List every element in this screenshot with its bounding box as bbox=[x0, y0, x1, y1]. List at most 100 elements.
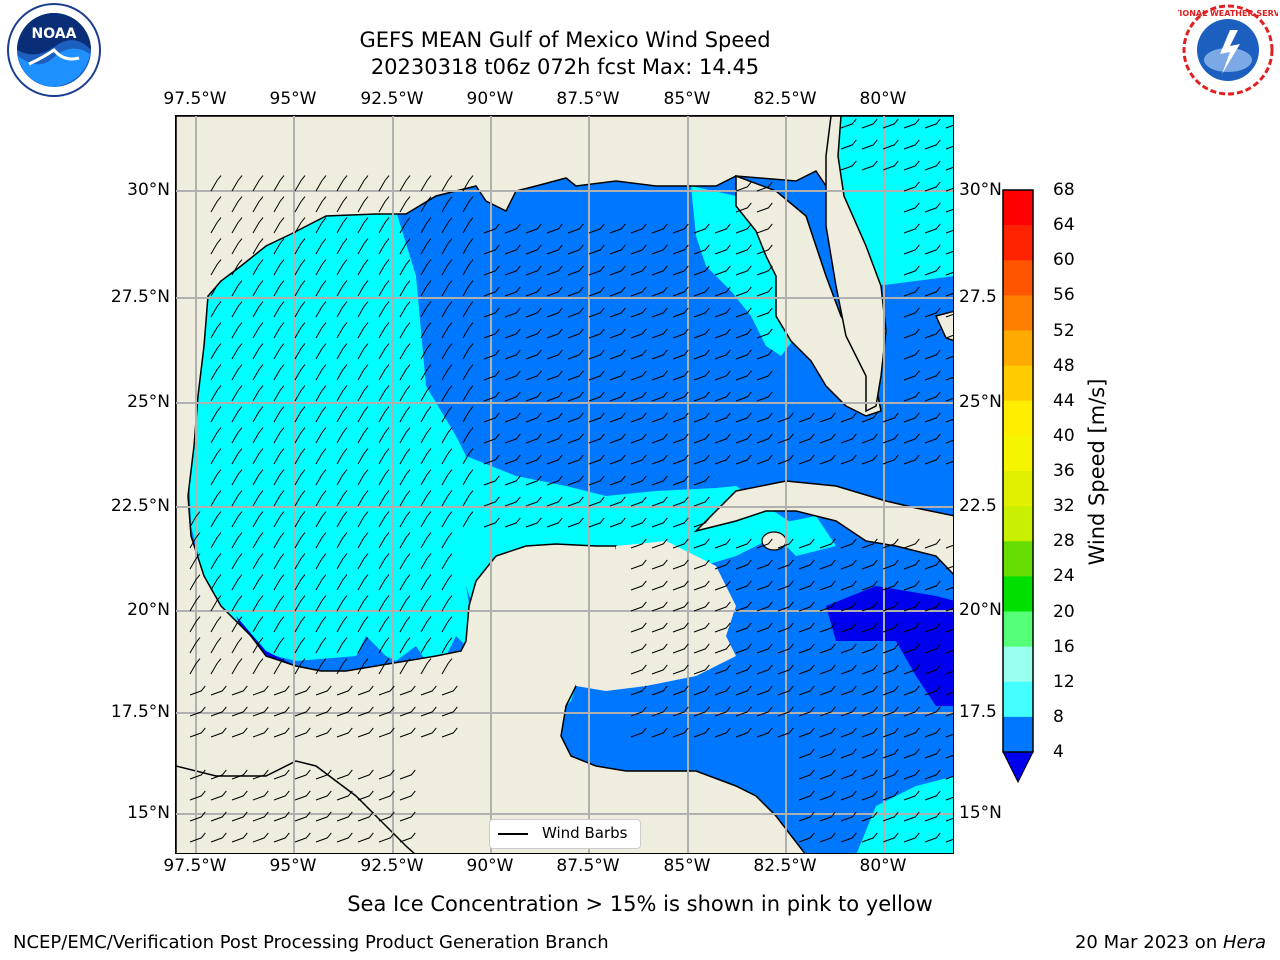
wind-barb bbox=[399, 811, 416, 822]
colorbar-tick: 56 bbox=[1053, 285, 1075, 306]
wind-barb bbox=[357, 448, 369, 465]
wind-barb bbox=[609, 517, 626, 528]
wind-barb bbox=[336, 427, 348, 444]
wind-barb bbox=[336, 238, 348, 255]
wind-barb bbox=[231, 532, 243, 549]
wind-barb bbox=[714, 685, 731, 696]
wind-barb bbox=[945, 691, 953, 696]
wind-barb bbox=[903, 601, 920, 612]
wind-barb bbox=[189, 616, 201, 633]
colorbar-tick: 4 bbox=[1053, 742, 1064, 762]
wind-barb bbox=[609, 412, 626, 423]
wind-barb bbox=[294, 706, 311, 717]
wind-barb bbox=[420, 175, 432, 192]
wind-barb bbox=[588, 307, 605, 318]
wind-barb bbox=[315, 769, 332, 780]
colorbar-segment bbox=[1003, 681, 1033, 718]
wind-barb bbox=[210, 553, 222, 570]
wind-barb bbox=[693, 433, 710, 444]
wind-barb bbox=[252, 259, 264, 276]
wind-barb bbox=[588, 223, 605, 234]
wind-barb bbox=[672, 475, 689, 486]
colorbar-tick: 24 bbox=[1053, 566, 1075, 587]
colorbar-tick: 28 bbox=[1053, 531, 1075, 552]
wind-barb bbox=[252, 490, 264, 507]
wind-barb bbox=[357, 637, 369, 654]
wind-barb bbox=[357, 427, 369, 444]
wind-barb bbox=[945, 145, 953, 150]
wind-barb bbox=[378, 280, 390, 297]
wind-barb bbox=[399, 280, 411, 297]
wind-barb bbox=[378, 448, 390, 465]
wind-barb bbox=[357, 385, 369, 402]
wind-barb bbox=[945, 607, 953, 612]
wind-barb bbox=[273, 727, 290, 738]
lon-label-bottom: 92.5°W bbox=[360, 856, 424, 876]
wind-barb bbox=[273, 175, 285, 192]
wind-barb bbox=[714, 559, 731, 570]
wind-barb bbox=[567, 265, 584, 276]
wind-barb bbox=[924, 580, 941, 591]
wind-barb bbox=[294, 385, 306, 402]
wind-barb bbox=[840, 706, 857, 717]
wind-barb bbox=[735, 286, 752, 297]
wind-barb bbox=[651, 664, 668, 675]
wind-barb bbox=[336, 448, 348, 465]
wind-barb bbox=[924, 139, 941, 150]
wind-barb bbox=[420, 553, 432, 570]
wind-barb bbox=[777, 706, 794, 717]
wind-barb bbox=[231, 175, 243, 192]
wind-barb bbox=[756, 223, 773, 234]
wind-barb bbox=[588, 517, 605, 528]
map-panel bbox=[175, 115, 954, 854]
wind-barb bbox=[903, 559, 920, 570]
wind-barb bbox=[861, 601, 878, 612]
wind-barb bbox=[315, 553, 327, 570]
wind-barb bbox=[210, 685, 227, 696]
wind-barb bbox=[273, 364, 285, 381]
wind-barb bbox=[231, 574, 243, 591]
wind-barb bbox=[504, 412, 521, 423]
wind-barb bbox=[420, 658, 432, 675]
wind-barb bbox=[651, 391, 668, 402]
wind-barb bbox=[525, 370, 542, 381]
wind-barb bbox=[231, 685, 248, 696]
wind-barb bbox=[714, 538, 731, 549]
wind-barb bbox=[798, 580, 815, 591]
wind-barb bbox=[231, 637, 243, 654]
wind-barb bbox=[630, 391, 647, 402]
wind-barb bbox=[420, 685, 437, 696]
wind-barb bbox=[357, 175, 369, 192]
wind-barb bbox=[882, 811, 899, 822]
wind-barb bbox=[546, 433, 563, 444]
wind-barb bbox=[756, 664, 773, 675]
wind-barb bbox=[525, 286, 542, 297]
wind-barb bbox=[840, 118, 857, 129]
wind-barb bbox=[378, 832, 395, 843]
wind-barb bbox=[714, 307, 731, 318]
wind-barb bbox=[735, 181, 752, 192]
wind-barb bbox=[840, 538, 857, 549]
wind-barb bbox=[546, 496, 563, 507]
wind-barb bbox=[756, 244, 773, 255]
colorbar-segment bbox=[1003, 365, 1033, 402]
wind-barb bbox=[651, 727, 668, 738]
wind-barb bbox=[399, 790, 416, 801]
wind-barb bbox=[756, 685, 773, 696]
wind-barb bbox=[504, 370, 521, 381]
wind-barb bbox=[588, 244, 605, 255]
wind-barb bbox=[819, 685, 836, 696]
wind-barb bbox=[315, 196, 327, 213]
wind-barb bbox=[588, 475, 605, 486]
wind-barb bbox=[315, 385, 327, 402]
wind-barb bbox=[231, 706, 248, 717]
wind-barb bbox=[903, 769, 920, 780]
wind-barb bbox=[504, 391, 521, 402]
wind-barb bbox=[231, 811, 248, 822]
wind-barb bbox=[735, 559, 752, 570]
wind-barb bbox=[945, 565, 953, 570]
wind-barb bbox=[861, 685, 878, 696]
wind-barb bbox=[882, 727, 899, 738]
wind-barb bbox=[399, 532, 411, 549]
wind-barb bbox=[336, 616, 348, 633]
